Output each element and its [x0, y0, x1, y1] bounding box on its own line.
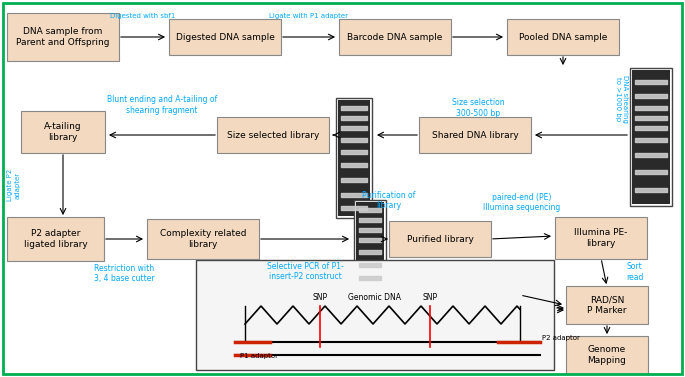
Text: Restriction with
3, 4 base cutter: Restriction with 3, 4 base cutter — [94, 264, 154, 284]
FancyBboxPatch shape — [147, 219, 259, 259]
FancyBboxPatch shape — [169, 19, 281, 55]
Text: Selective PCR of P1-
insert-P2 construct: Selective PCR of P1- insert-P2 construct — [266, 262, 343, 281]
Text: Shared DNA library: Shared DNA library — [432, 130, 519, 139]
Text: SNP: SNP — [312, 293, 327, 302]
FancyBboxPatch shape — [566, 286, 648, 324]
Text: Digested DNA sample: Digested DNA sample — [175, 32, 275, 41]
Text: RAD/SN
P Marker: RAD/SN P Marker — [587, 295, 627, 315]
FancyBboxPatch shape — [7, 217, 104, 261]
FancyBboxPatch shape — [217, 117, 329, 153]
Text: Size selection
300-500 bp: Size selection 300-500 bp — [451, 98, 504, 118]
FancyBboxPatch shape — [630, 68, 672, 206]
Text: P2 adapter
ligated library: P2 adapter ligated library — [23, 229, 88, 249]
FancyBboxPatch shape — [338, 100, 370, 216]
Text: Complexity related
library: Complexity related library — [160, 229, 246, 249]
Text: Genome
Mapping: Genome Mapping — [588, 345, 627, 365]
Text: paired-end (PE)
Illumina sequencing: paired-end (PE) Illumina sequencing — [484, 193, 560, 212]
Text: Pooled DNA sample: Pooled DNA sample — [519, 32, 607, 41]
Text: Size selected library: Size selected library — [227, 130, 319, 139]
Text: DNA sample from
Parent and Offspring: DNA sample from Parent and Offspring — [16, 27, 110, 47]
FancyBboxPatch shape — [419, 117, 531, 153]
FancyBboxPatch shape — [21, 111, 105, 153]
Text: Genomic DNA: Genomic DNA — [349, 293, 401, 302]
FancyBboxPatch shape — [566, 336, 648, 374]
Text: SNP: SNP — [423, 293, 438, 302]
FancyBboxPatch shape — [7, 13, 119, 61]
Text: Ligate with P1 adapter: Ligate with P1 adapter — [269, 13, 349, 19]
Text: Barcode DNA sample: Barcode DNA sample — [347, 32, 443, 41]
FancyBboxPatch shape — [354, 200, 386, 290]
FancyBboxPatch shape — [196, 260, 554, 370]
Text: P2 adaptor: P2 adaptor — [542, 335, 580, 341]
FancyBboxPatch shape — [555, 217, 647, 259]
Text: Purification of
library: Purification of library — [362, 191, 416, 210]
FancyBboxPatch shape — [507, 19, 619, 55]
Text: Purified library: Purified library — [407, 234, 473, 244]
Text: Ligate P2
adapter: Ligate P2 adapter — [8, 169, 21, 201]
Text: A-tailing
library: A-tailing library — [45, 122, 82, 142]
FancyBboxPatch shape — [389, 221, 491, 257]
Text: Digested with sbf1: Digested with sbf1 — [110, 13, 175, 19]
Text: Illumina PE-
library: Illumina PE- library — [574, 228, 627, 248]
Text: DNA shearing
to >1000 bp: DNA shearing to >1000 bp — [616, 75, 629, 123]
Text: Blunt ending and A-tailing of
shearing fragment: Blunt ending and A-tailing of shearing f… — [107, 95, 217, 115]
FancyBboxPatch shape — [632, 70, 670, 204]
FancyBboxPatch shape — [356, 202, 384, 288]
FancyBboxPatch shape — [336, 98, 372, 218]
FancyBboxPatch shape — [339, 19, 451, 55]
Text: P1 adaptor: P1 adaptor — [240, 353, 278, 359]
Text: Sort
read: Sort read — [626, 262, 643, 282]
